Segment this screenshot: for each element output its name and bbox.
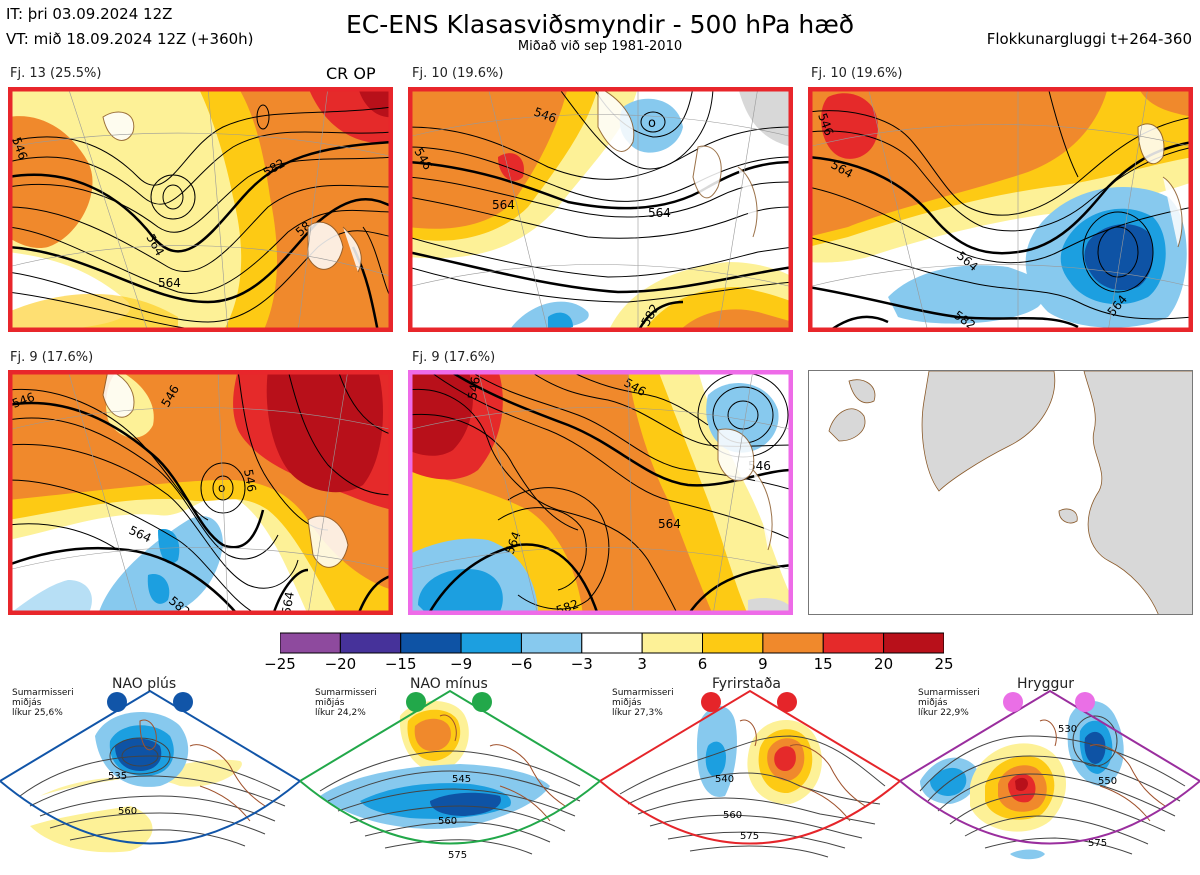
- regime-dot: [701, 692, 721, 712]
- regime-contour-label: 560: [723, 810, 742, 821]
- regime-name: NAO plús: [112, 676, 177, 692]
- colorbar-tick: 3: [637, 655, 647, 673]
- regime-frame: [298, 689, 602, 845]
- colorbar-tick: 15: [813, 655, 833, 673]
- regime-dot: [107, 692, 127, 712]
- colorbar-tick: 20: [874, 655, 894, 673]
- panel-border: [408, 370, 793, 615]
- valid-time: VT: mið 18.09.2024 12Z (+360h): [6, 30, 254, 48]
- regime-name: Hryggur: [1017, 676, 1074, 692]
- colorbar-tick: 25: [934, 655, 954, 673]
- panel-border: [808, 87, 1193, 332]
- contour-label: 546: [465, 376, 483, 401]
- colorbar-segment: [280, 632, 341, 654]
- regime-nao-plus: 535 560 NAO plús Sumarmisseri miðjás lík…: [0, 676, 302, 871]
- colorbar: [280, 632, 944, 654]
- regime-season: Sumarmisseri: [612, 688, 674, 698]
- cluster-label: Fj. 10 (19.6%): [811, 66, 903, 81]
- regime-season: Sumarmisseri: [918, 688, 980, 698]
- svg-text:o: o: [648, 116, 656, 131]
- regime-frame: [598, 689, 902, 845]
- regime-contour-label: 550: [1098, 776, 1117, 787]
- colorbar-segment: [460, 632, 522, 654]
- regime-level: miðjás: [918, 698, 948, 708]
- regime-dot: [472, 692, 492, 712]
- regime-season: Sumarmisseri: [12, 688, 74, 698]
- regime-season: Sumarmisseri: [315, 688, 377, 698]
- regime-contour-label: 560: [118, 806, 137, 817]
- cluster-map-3: 546 564 564 582 564: [808, 87, 1193, 332]
- empty-basemap: [808, 370, 1193, 615]
- contour-label: 546: [241, 468, 259, 493]
- colorbar-segment: [400, 632, 462, 654]
- colorbar-segment: [339, 632, 402, 654]
- contour-label: 564: [279, 591, 297, 615]
- regime-probability: líkur 25,6%: [12, 708, 63, 718]
- colorbar-tick: −15: [384, 655, 417, 673]
- classification-window: Flokkunargluggi t+264-360: [986, 30, 1192, 48]
- regime-frame: [0, 689, 302, 845]
- panel-border: [8, 87, 393, 332]
- colorbar-segment: [883, 632, 944, 654]
- cluster-label: Fj. 10 (19.6%): [412, 66, 504, 81]
- colorbar-tick: −25: [264, 655, 296, 673]
- climatology-note: Miðað við sep 1981-2010: [517, 39, 683, 54]
- cluster-map-4: 546 546 564 546 564 582 o: [8, 370, 393, 615]
- svg-text:o: o: [218, 481, 225, 495]
- colorbar-segment: [762, 632, 824, 654]
- regime-nao-minus: 545 560 575 NAO mínus Sumarmisseri miðjá…: [298, 676, 602, 871]
- cluster-label: Fj. 9 (17.6%): [10, 350, 94, 365]
- regime-ridge: 530 550 575 Hryggur Sumarmisseri miðjás …: [898, 676, 1200, 871]
- regime-dot: [777, 692, 797, 712]
- regime-level: miðjás: [612, 698, 642, 708]
- regime-contour-label: 535: [108, 771, 127, 782]
- regime-dot: [1003, 692, 1023, 712]
- colorbar-segment: [702, 632, 764, 654]
- colorbar-segment: [822, 632, 885, 654]
- regime-level: miðjás: [315, 698, 345, 708]
- colorbar-segment: [520, 632, 583, 654]
- regime-blocking: 540 560 575 Fyrirstaða Sumarmisseri miðj…: [598, 676, 902, 871]
- colorbar-tick: 9: [758, 655, 768, 673]
- cluster-map-5: 546 546 564 564 546 582: [408, 370, 793, 615]
- regime-level: miðjás: [12, 698, 42, 708]
- regime-dot: [1075, 692, 1095, 712]
- page-title: EC-ENS Klasasviðsmyndir - 500 hPa hæð: [345, 10, 855, 39]
- contour-label: 564: [492, 198, 515, 212]
- colorbar-tick: 6: [697, 655, 708, 673]
- regime-probability: líkur 27,3%: [612, 708, 663, 718]
- regime-name: NAO mínus: [410, 676, 488, 692]
- regime-frame: [898, 689, 1200, 845]
- colorbar-segment: [641, 632, 704, 654]
- initial-time: IT: þri 03.09.2024 12Z: [6, 5, 173, 23]
- contour-label: 564: [158, 276, 181, 290]
- panel-border: [8, 370, 393, 615]
- cluster-map-2: 546 546 564 564 582 o: [408, 87, 793, 332]
- contour-label: 582: [554, 597, 580, 615]
- regime-contour-label: 575: [740, 831, 759, 842]
- colorbar-tick: −3: [570, 655, 593, 673]
- colorbar-tick: −9: [450, 655, 473, 673]
- regime-contour-label: 540: [715, 774, 734, 785]
- contour-label: 564: [658, 517, 681, 531]
- regime-probability: líkur 22,9%: [918, 708, 969, 718]
- cluster-map-1: 546 564 564 582 58: [8, 87, 393, 332]
- regime-contour-label: 575: [1088, 838, 1107, 849]
- colorbar-tick: −20: [324, 655, 357, 673]
- colorbar-segment: [581, 632, 643, 654]
- cluster-label: Fj. 13 (25.5%): [10, 66, 102, 81]
- panel-border: [408, 87, 793, 332]
- regime-contour-label: 560: [438, 816, 457, 827]
- regime-contour-label: 530: [1058, 724, 1077, 735]
- regime-dot: [406, 692, 426, 712]
- operational-tag: CR OP: [326, 64, 376, 83]
- regime-contour-label: 575: [448, 850, 467, 861]
- cluster-label: Fj. 9 (17.6%): [412, 350, 496, 365]
- regime-contour-label: 545: [452, 774, 471, 785]
- regime-probability: líkur 24,2%: [315, 708, 366, 718]
- regime-name: Fyrirstaða: [712, 676, 781, 692]
- contour-label: 564: [648, 206, 671, 220]
- colorbar-tick: −6: [510, 655, 533, 673]
- regime-dot: [173, 692, 193, 712]
